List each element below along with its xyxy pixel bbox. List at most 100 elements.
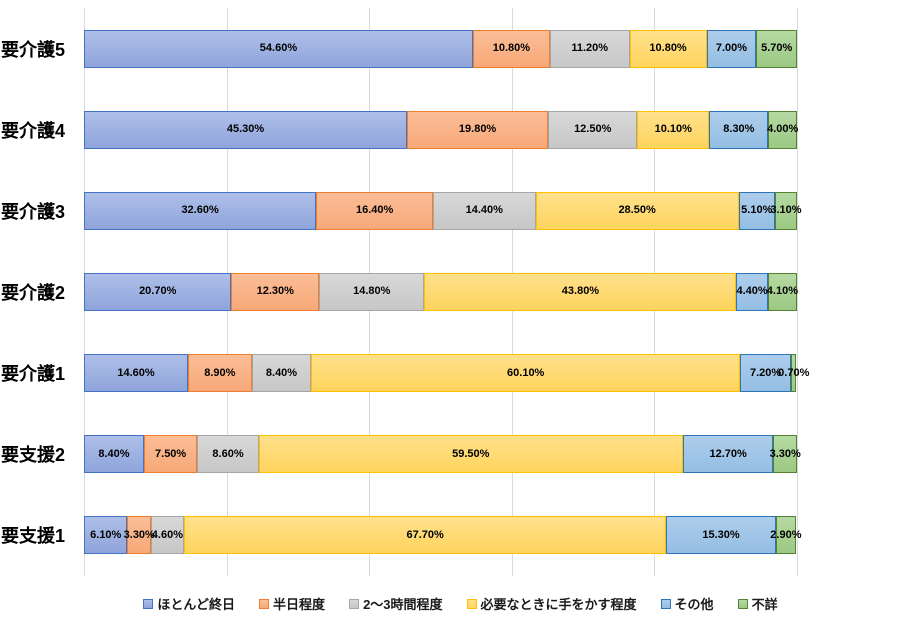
segment-value-label: 59.50% <box>452 447 490 460</box>
legend-label: 2〜3時間程度 <box>363 597 443 612</box>
bar-segment-2〜3時間程度: 8.40% <box>251 354 312 393</box>
segment-value-label: 14.80% <box>353 285 391 298</box>
category-label: 要介護1 <box>1 364 66 385</box>
category-label: 要介護4 <box>1 120 66 141</box>
bar-segment-ほとんど終日: 45.30% <box>84 110 407 149</box>
segment-value-label: 10.80% <box>649 42 687 55</box>
segment-value-label: 3.30% <box>123 528 155 541</box>
bar-segment-必要なときに手をかす程度: 60.10% <box>311 354 740 393</box>
bar-segment-ほとんど終日: 8.40% <box>84 435 144 474</box>
legend-item-必要なときに手をかす程度: 必要なときに手をかす程度 <box>466 594 637 613</box>
category-label: 要支援1 <box>1 526 66 547</box>
segment-value-label: 8.40% <box>265 366 298 379</box>
bar-segment-必要なときに手をかす程度: 67.70% <box>183 516 667 555</box>
segment-value-label: 4.10% <box>766 285 798 298</box>
bar-row: 要支援2 8.40% 7.50% 8.60% 59.50% 12.70% 3.30% <box>0 414 801 495</box>
plot-area: 要介護5 54.60% 10.80% 11.20% 10.80% 7.00% 5.70% 要介… <box>0 8 809 576</box>
legend-label: 半日程度 <box>273 597 326 612</box>
bar-segment-半日程度: 8.90% <box>188 354 252 393</box>
bar-segment-半日程度: 12.30% <box>231 272 320 311</box>
bar-segment-2〜3時間程度: 14.40% <box>433 191 536 230</box>
segment-value-label: 8.60% <box>212 447 244 460</box>
category-label: 要介護3 <box>1 201 66 222</box>
segment-value-label: 7.50% <box>155 447 187 460</box>
legend-marker-icon <box>143 598 154 609</box>
legend-item-2〜3時間程度: 2〜3時間程度 <box>349 594 443 613</box>
bar-row: 要介護3 32.60% 16.40% 14.40% 28.50% 5.10% 3.10% <box>0 170 802 251</box>
legend-marker-icon <box>349 598 360 609</box>
legend-item-半日程度: 半日程度 <box>259 594 325 613</box>
bar-track: 20.70% 12.30% 14.80% 43.80% 4.40% 4.10% <box>84 272 798 311</box>
bar-row: 要介護4 45.30% 19.80% 12.50% 10.10% 8.30% 4.00% <box>0 89 798 170</box>
bar-segment-必要なときに手をかす程度: 10.80% <box>629 29 707 68</box>
bar-track: 45.30% 19.80% 12.50% 10.10% 8.30% 4.00% <box>84 110 798 149</box>
segment-value-label: 5.10% <box>741 204 773 217</box>
legend-marker-icon <box>660 598 671 609</box>
bar-segment-ほとんど終日: 14.60% <box>84 354 189 393</box>
segment-value-label: 8.30% <box>723 123 755 136</box>
bar-row: 要介護5 54.60% 10.80% 11.20% 10.80% 7.00% 5.70% <box>0 8 797 89</box>
segment-value-label: 28.50% <box>618 204 656 217</box>
segment-value-label: 3.10% <box>770 204 802 217</box>
bar-segment-不詳: 3.10% <box>770 191 802 230</box>
segment-value-label: 8.90% <box>204 366 236 379</box>
segment-value-label: 4.60% <box>151 528 183 541</box>
segment-value-label: 43.80% <box>561 285 600 298</box>
legend-label: その他 <box>674 597 714 612</box>
legend-marker-icon <box>259 598 270 609</box>
segment-value-label: 54.60% <box>259 42 298 55</box>
segment-value-label: 60.10% <box>507 366 545 379</box>
bar-segment-2〜3時間程度: 4.60% <box>151 516 184 555</box>
bar-track: 8.40% 7.50% 8.60% 59.50% 12.70% 3.30% <box>84 435 801 474</box>
segment-value-label: 6.10% <box>90 528 122 541</box>
bar-segment-必要なときに手をかす程度: 59.50% <box>258 435 683 474</box>
segment-value-label: 14.60% <box>117 366 155 379</box>
segment-value-label: 10.80% <box>492 42 531 55</box>
segment-value-label: 8.40% <box>98 447 130 460</box>
bar-segment-不詳: 0.70% <box>778 354 809 393</box>
bar-segment-その他: 7.00% <box>706 29 757 68</box>
segment-value-label: 45.30% <box>226 123 265 136</box>
segment-value-label: 7.20% <box>750 366 782 379</box>
legend-label: 必要なときに手をかす程度 <box>480 597 637 612</box>
bar-segment-その他: 12.70% <box>682 435 774 474</box>
bar-segment-不詳: 5.70% <box>756 29 797 68</box>
legend: ほとんど終日 半日程度 2〜3時間程度 必要なときに手をかす程度 その他 不詳 <box>0 594 921 613</box>
segment-value-label: 3.30% <box>769 447 801 460</box>
bar-segment-ほとんど終日: 6.10% <box>84 516 128 555</box>
bar-segment-その他: 5.10% <box>738 191 775 230</box>
bar-track: 54.60% 10.80% 11.20% 10.80% 7.00% 5.70% <box>84 29 797 68</box>
segment-value-label: 67.70% <box>406 528 444 541</box>
bar-segment-その他: 15.30% <box>666 516 776 555</box>
segment-value-label: 0.70% <box>778 366 810 379</box>
segment-value-label: 7.00% <box>715 42 748 55</box>
legend-marker-icon <box>737 598 748 609</box>
bar-segment-ほとんど終日: 20.70% <box>84 272 232 311</box>
bar-segment-2〜3時間程度: 8.60% <box>197 435 259 474</box>
segment-value-label: 2.90% <box>770 528 802 541</box>
category-label: 要介護5 <box>1 39 66 60</box>
segment-value-label: 11.20% <box>571 42 609 55</box>
segment-value-label: 12.30% <box>256 285 294 298</box>
category-label: 要介護2 <box>1 282 66 303</box>
bar-track: 14.60% 8.90% 8.40% 60.10% 7.20% 0.70% <box>84 354 809 393</box>
legend-item-その他: その他 <box>660 594 714 613</box>
legend-label: 不詳 <box>751 597 778 612</box>
bar-segment-必要なときに手をかす程度: 28.50% <box>535 191 739 230</box>
legend-item-不詳: 不詳 <box>737 594 778 613</box>
category-label: 要支援2 <box>1 445 66 466</box>
bar-segment-半日程度: 7.50% <box>143 435 198 474</box>
segment-value-label: 12.50% <box>574 123 612 136</box>
segment-value-label: 14.40% <box>465 204 503 217</box>
bar-segment-2〜3時間程度: 11.20% <box>549 29 630 68</box>
bar-track: 32.60% 16.40% 14.40% 28.50% 5.10% 3.10% <box>84 191 802 230</box>
legend-marker-icon <box>466 598 477 609</box>
bar-segment-その他: 8.30% <box>709 110 769 149</box>
bar-segment-半日程度: 10.80% <box>472 29 550 68</box>
bar-segment-2〜3時間程度: 12.50% <box>548 110 638 149</box>
bar-segment-その他: 7.20% <box>739 354 792 393</box>
segment-value-label: 15.30% <box>702 528 740 541</box>
bar-segment-半日程度: 19.80% <box>406 110 549 149</box>
legend-item-ほとんど終日: ほとんど終日 <box>143 594 235 613</box>
